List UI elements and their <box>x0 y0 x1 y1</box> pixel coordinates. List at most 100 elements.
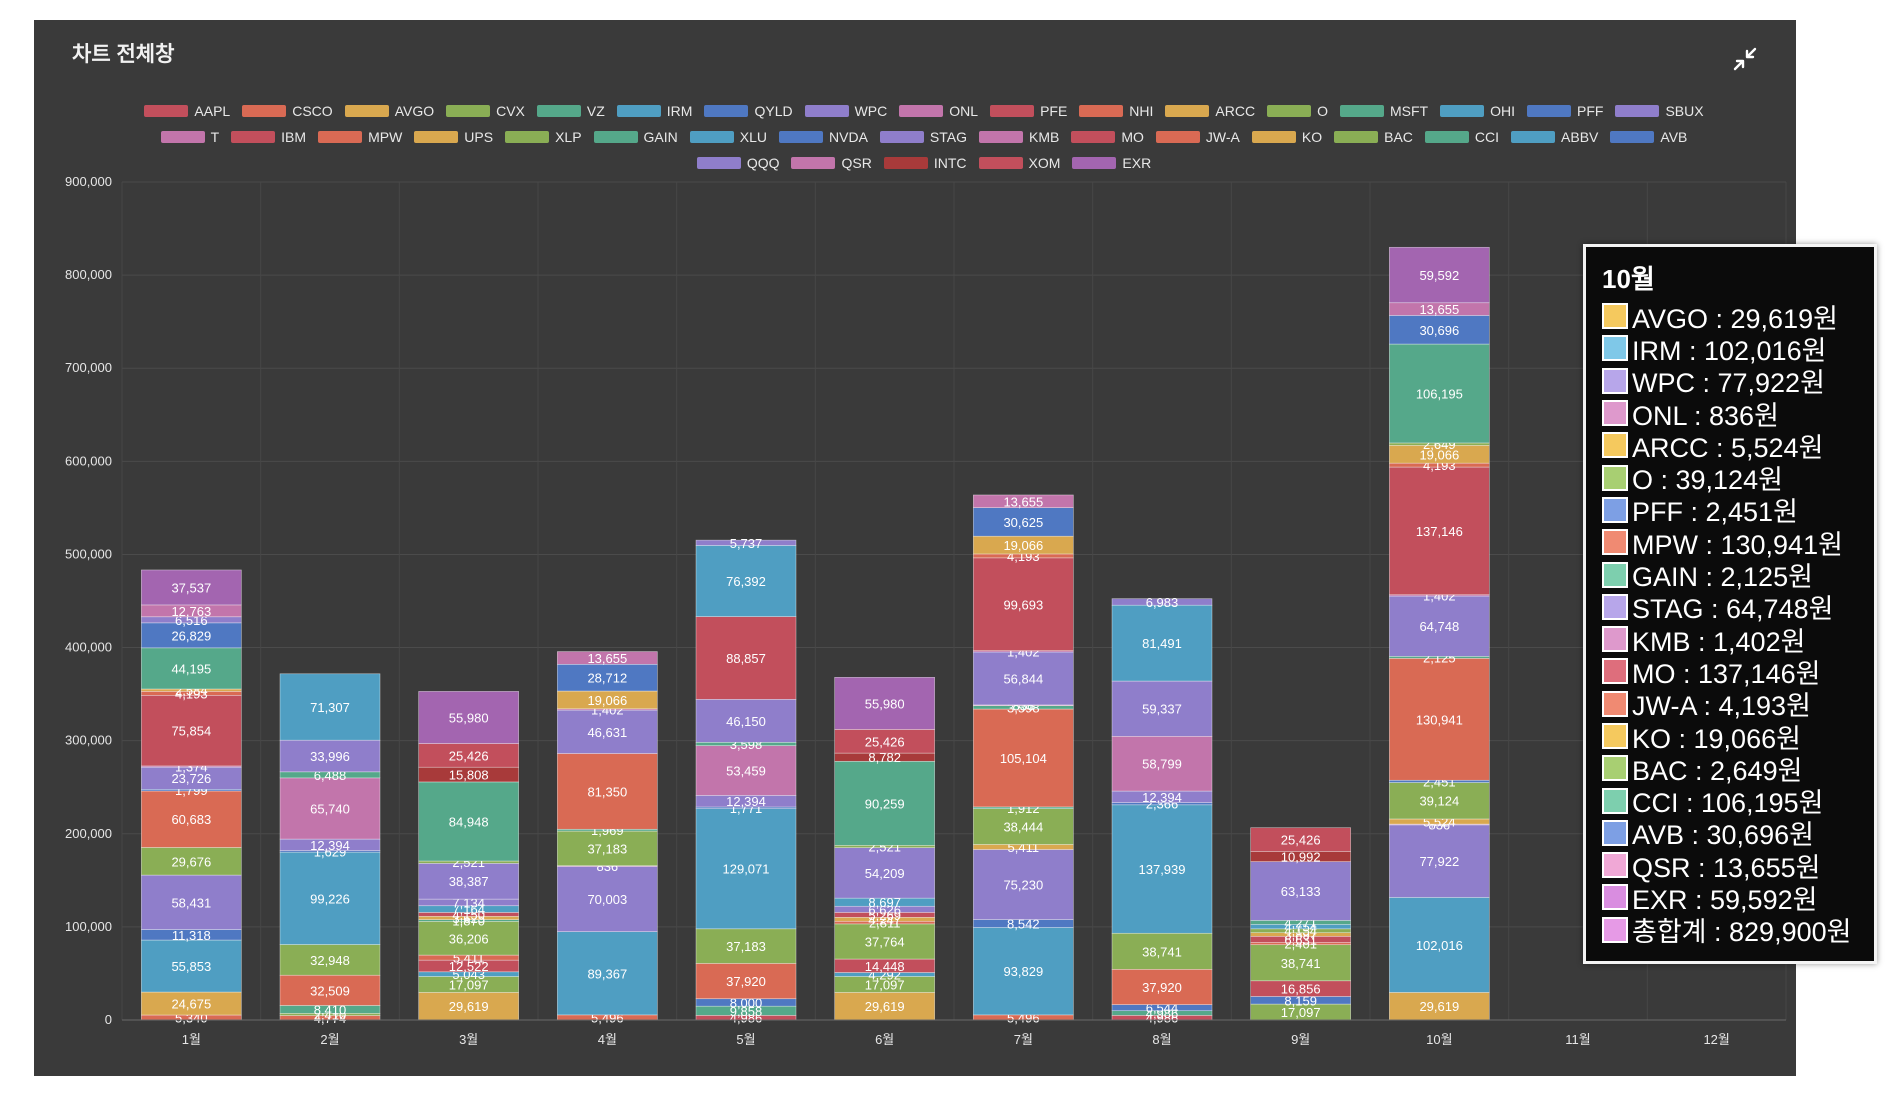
legend-item[interactable]: JW-A <box>1155 128 1240 146</box>
tooltip-row-text: AVGO : 29,619원 <box>1632 303 1838 334</box>
legend-item[interactable]: O <box>1267 102 1328 120</box>
bar-segment <box>973 849 1074 920</box>
legend-item[interactable]: CVX <box>446 102 525 120</box>
x-tick-label: 10월 <box>1426 1032 1452 1047</box>
bar-value-label: 55,980 <box>865 696 905 711</box>
legend-label: MSFT <box>1389 103 1429 119</box>
legend-label: AVGO <box>394 103 435 119</box>
legend-swatch <box>883 157 928 169</box>
legend-swatch <box>231 131 276 143</box>
legend-item[interactable]: STAG <box>879 128 967 146</box>
legend-label: SBUX <box>1665 103 1704 119</box>
tooltip-row: QSR : 13,655원 <box>1602 849 1874 883</box>
legend-item[interactable]: SBUX <box>1615 102 1704 120</box>
bar-segment <box>1389 246 1490 304</box>
bar-value-label: 55,980 <box>449 710 489 725</box>
legend-item[interactable]: GAIN <box>593 128 678 146</box>
tooltip-swatch <box>1602 884 1628 911</box>
legend-item[interactable]: KMB <box>979 128 1059 146</box>
y-tick-label: 300,000 <box>65 733 112 748</box>
legend-label: IBM <box>281 129 307 145</box>
bar-value-label: 77,922 <box>1419 854 1459 869</box>
legend-item[interactable]: BAC <box>1334 128 1413 146</box>
legend-label: AVB <box>1660 129 1688 145</box>
legend-swatch <box>1251 131 1296 143</box>
x-tick-label: 7월 <box>1014 1032 1033 1047</box>
bar-segment <box>418 691 519 744</box>
legend-item[interactable]: UPS <box>414 128 493 146</box>
legend-item[interactable]: T <box>160 128 219 146</box>
legend-item[interactable]: ONL <box>899 102 978 120</box>
bar-segment <box>973 927 1074 1016</box>
legend-item[interactable]: OHI <box>1440 102 1515 120</box>
tooltip-swatch <box>1602 464 1628 491</box>
legend-item[interactable]: PFE <box>990 102 1067 120</box>
tooltip-title: 10월 <box>1602 264 1655 294</box>
legend-swatch <box>1339 105 1384 117</box>
legend-item[interactable]: ARCC <box>1165 102 1255 120</box>
legend-item[interactable]: CCI <box>1424 128 1499 146</box>
y-tick-label: 900,000 <box>65 174 112 189</box>
bar-value-label: 37,920 <box>1142 980 1182 995</box>
legend-swatch <box>779 131 824 143</box>
collapse-arrows-icon[interactable] <box>1732 46 1758 72</box>
bar-segment <box>141 622 242 649</box>
legend-item[interactable]: XOM <box>978 154 1060 172</box>
tooltip-swatch <box>1602 529 1628 556</box>
bar-value-label: 38,741 <box>1142 944 1182 959</box>
legend-item[interactable]: QQQ <box>696 154 779 172</box>
legend-item[interactable]: MSFT <box>1339 102 1429 120</box>
tooltip-row: ARCC : 5,524원 <box>1602 429 1874 463</box>
bar-segment <box>834 923 935 960</box>
legend-swatch <box>593 131 638 143</box>
bar-segment <box>1111 969 1213 1005</box>
panel-title: 차트 전체창 <box>72 43 175 66</box>
legend-item[interactable]: IRM <box>616 102 692 120</box>
tooltip-row: CCI : 106,195원 <box>1602 784 1874 818</box>
tooltip-row: AVB : 30,696원 <box>1602 817 1874 850</box>
legend-item[interactable]: EXR <box>1072 154 1151 172</box>
legend-item[interactable]: WPC <box>804 102 887 120</box>
legend-item[interactable]: VZ <box>536 102 605 120</box>
legend-item[interactable]: AAPL <box>144 102 230 120</box>
legend-item[interactable]: PFF <box>1526 102 1603 120</box>
bar-segment <box>279 739 381 773</box>
legend-item[interactable]: INTC <box>883 154 967 172</box>
legend-label: QSR <box>841 155 872 171</box>
tooltip-row-text: KO : 19,066원 <box>1632 723 1801 754</box>
legend-item[interactable]: XLP <box>505 128 582 146</box>
legend-item[interactable]: CSCO <box>242 102 333 120</box>
bar-value-label: 8,697 <box>868 895 901 910</box>
legend-swatch <box>978 157 1023 169</box>
legend-label: ONL <box>949 103 979 119</box>
tooltip-swatch <box>1602 432 1628 459</box>
bar-segment <box>557 753 658 830</box>
bar-value-label: 65,740 <box>310 801 350 816</box>
legend-item[interactable]: XLU <box>689 128 767 146</box>
legend-item[interactable]: ABBV <box>1511 128 1598 146</box>
x-tick-label: 6월 <box>875 1032 894 1047</box>
tooltip-swatch <box>1602 335 1628 362</box>
legend-item[interactable]: AVGO <box>344 102 435 120</box>
bar-value-label: 81,350 <box>587 784 627 799</box>
bar-segment <box>557 830 658 867</box>
legend-item[interactable]: MO <box>1071 128 1144 146</box>
bar-value-label: 19,066 <box>587 693 627 708</box>
bar-segment <box>1389 595 1490 657</box>
bar-value-label: 17,097 <box>865 977 905 992</box>
legend-item[interactable]: NHI <box>1079 102 1153 120</box>
legend-item[interactable]: MPW <box>318 128 402 146</box>
bar-segment <box>695 616 797 700</box>
tooltip-swatch <box>1602 496 1628 523</box>
bar-segment <box>973 507 1074 537</box>
legend-item[interactable]: KO <box>1251 128 1322 146</box>
legend-item[interactable]: IBM <box>231 128 306 146</box>
legend-item[interactable]: AVB <box>1610 128 1687 146</box>
legend-swatch <box>1267 105 1312 117</box>
legend-item[interactable]: QSR <box>791 154 872 172</box>
bar-value-label: 26,829 <box>171 628 211 643</box>
legend-item[interactable]: QYLD <box>704 102 793 120</box>
y-tick-label: 200,000 <box>65 826 112 841</box>
legend-item[interactable]: NVDA <box>779 128 868 146</box>
bar-value-label: 8,782 <box>868 750 901 765</box>
